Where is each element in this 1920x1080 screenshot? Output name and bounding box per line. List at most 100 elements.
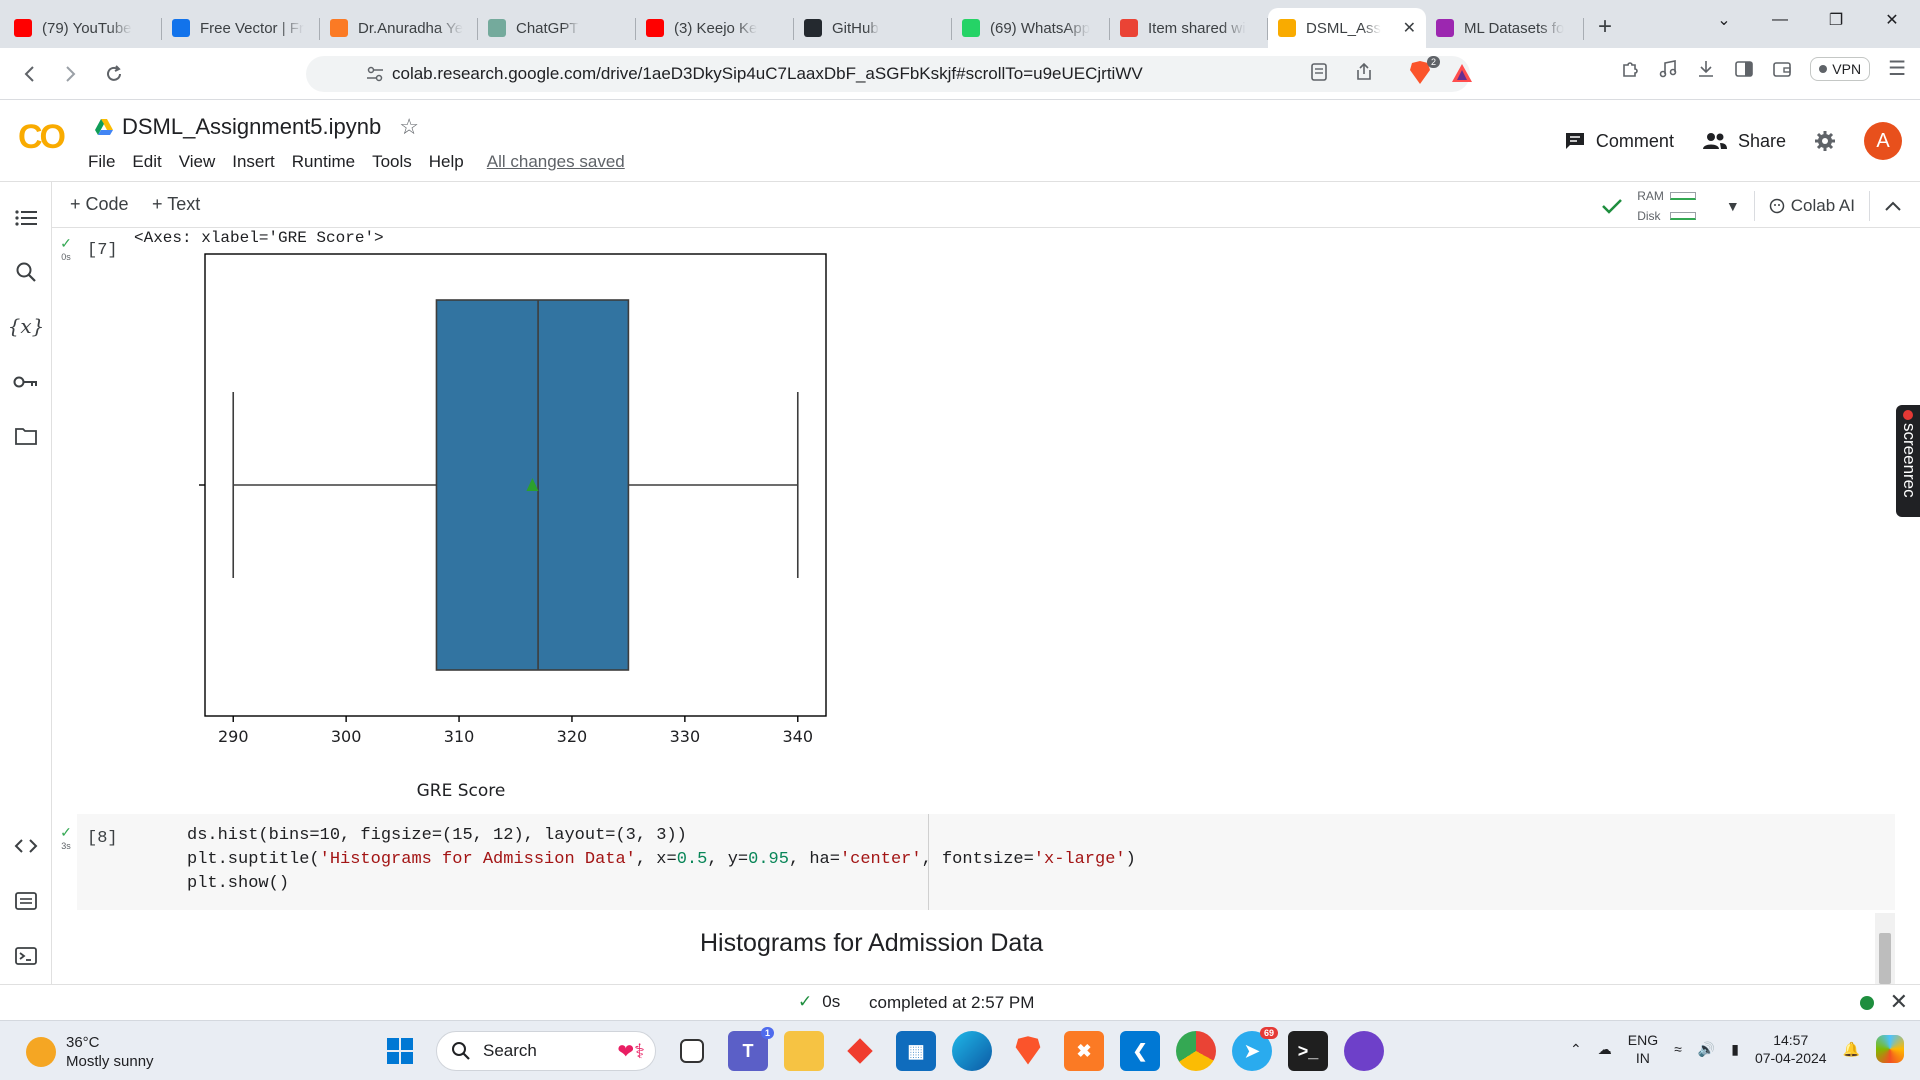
clock[interactable]: 14:57 07-04-2024 xyxy=(1755,1031,1827,1067)
brave-browser-icon[interactable] xyxy=(1008,1031,1048,1071)
browser-tab[interactable]: ML Datasets fo xyxy=(1426,8,1584,48)
cell7-status[interactable]: ✓ 0s xyxy=(56,235,76,262)
collapse-header-icon[interactable] xyxy=(1884,200,1902,212)
brave-rewards-icon[interactable] xyxy=(1450,62,1474,84)
notebook-title[interactable]: DSML_Assignment5.ipynb xyxy=(122,114,382,139)
settings-gear-icon[interactable] xyxy=(1814,130,1836,152)
execution-status[interactable]: ✓ 0s xyxy=(798,992,840,1012)
reload-icon[interactable] xyxy=(94,54,134,94)
browser-tab[interactable]: (79) YouTube xyxy=(4,8,162,48)
menu-tools[interactable]: Tools xyxy=(372,152,412,171)
sidebar-toggle-icon[interactable] xyxy=(1734,59,1754,79)
share-button[interactable]: Share xyxy=(1702,131,1786,152)
left-sidebar: {x} xyxy=(0,182,52,984)
wifi-icon[interactable]: ≈ xyxy=(1674,1041,1682,1057)
tab-search-chevron-icon[interactable]: ⌄ xyxy=(1717,12,1731,29)
xampp-icon[interactable]: ✖ xyxy=(1064,1031,1104,1071)
menu-help[interactable]: Help xyxy=(428,152,464,171)
files-folder-icon[interactable] xyxy=(12,422,40,450)
menu-edit[interactable]: Edit xyxy=(132,152,162,171)
wallet-icon[interactable] xyxy=(1772,59,1792,79)
code-cell-8[interactable]: ds.hist(bins=10, figsize=(15, 12), layou… xyxy=(77,814,1895,910)
browser-tab[interactable]: (3) Keejo Ke xyxy=(636,8,794,48)
download-icon[interactable] xyxy=(1696,59,1716,79)
table-of-contents-icon[interactable] xyxy=(12,204,40,232)
close-tab-icon[interactable]: ✕ xyxy=(1402,20,1416,37)
brave-shields-icon[interactable]: 2 xyxy=(1408,56,1440,86)
task-view-icon[interactable] xyxy=(680,1039,704,1063)
volume-icon[interactable]: 🔊 xyxy=(1697,1040,1716,1057)
telegram-icon[interactable]: ➤ 69 xyxy=(1232,1027,1278,1071)
browser-tab[interactable]: Free Vector | Fr xyxy=(162,8,320,48)
browser-tab[interactable]: ChatGPT xyxy=(478,8,636,48)
vscode-icon[interactable]: ❮ xyxy=(1120,1031,1160,1071)
screenrec-tab[interactable]: screenrec xyxy=(1896,405,1920,517)
output-scrollbar[interactable] xyxy=(1875,913,1895,984)
comment-button[interactable]: Comment xyxy=(1564,131,1674,152)
add-code-button[interactable]: + Code xyxy=(70,194,129,214)
taskbar-search[interactable]: Search ❤⚕ xyxy=(436,1031,656,1071)
add-text-button[interactable]: + Text xyxy=(152,194,201,214)
user-avatar[interactable]: A xyxy=(1864,122,1902,160)
kaggle-icon xyxy=(1436,19,1454,37)
git-icon[interactable] xyxy=(840,1031,880,1071)
forward-icon[interactable] xyxy=(50,54,90,94)
tray-overflow-icon[interactable]: ⌃ xyxy=(1570,1040,1582,1057)
google-drive-icon[interactable] xyxy=(94,118,114,136)
menu-runtime[interactable]: Runtime xyxy=(291,152,356,171)
browser-tab[interactable]: Dr.Anuradha Ye xyxy=(320,8,478,48)
restore-icon[interactable]: ❐ xyxy=(1828,12,1844,29)
menu-insert[interactable]: Insert xyxy=(232,152,275,171)
cell8-status[interactable]: ✓ 3s xyxy=(56,824,76,851)
language-indicator[interactable]: ENG IN xyxy=(1628,1031,1658,1067)
star-icon[interactable]: ☆ xyxy=(399,114,419,139)
battery-icon[interactable]: ▮ xyxy=(1731,1040,1739,1057)
output-scrollbar-thumb[interactable] xyxy=(1879,933,1891,984)
browser-tab[interactable]: GitHub xyxy=(794,8,952,48)
close-status-icon[interactable]: ✕ xyxy=(1889,989,1908,1014)
notification-bell-icon[interactable]: 🔔 xyxy=(1842,1040,1860,1057)
browser-tab[interactable]: Item shared wi xyxy=(1110,8,1268,48)
search-icon[interactable] xyxy=(12,258,40,286)
command-palette-icon[interactable] xyxy=(12,887,40,915)
browser-tab[interactable]: (69) WhatsApp xyxy=(952,8,1110,48)
resource-monitor[interactable]: RAM Disk xyxy=(1637,186,1696,226)
onedrive-off-icon[interactable]: ☁ xyxy=(1597,1040,1612,1057)
chrome-icon[interactable] xyxy=(1176,1031,1216,1071)
vpn-button[interactable]: VPN xyxy=(1810,56,1871,81)
file-explorer-icon[interactable] xyxy=(784,1031,824,1071)
share-page-icon[interactable] xyxy=(1354,62,1374,82)
extensions-icon[interactable] xyxy=(1620,59,1640,79)
terminal-app-icon[interactable]: >_ xyxy=(1288,1031,1328,1071)
edge-browser-icon[interactable] xyxy=(952,1031,992,1071)
site-settings-icon[interactable] xyxy=(366,66,384,82)
system-tray: ⌃ ☁ ENG IN ≈ 🔊 ▮ 14:57 07-04-2024 🔔 xyxy=(1570,1031,1904,1067)
weather-widget[interactable]: 36°C Mostly sunny xyxy=(26,1033,154,1071)
terminal-icon[interactable] xyxy=(12,942,40,970)
save-status-link[interactable]: All changes saved xyxy=(486,152,625,171)
microsoft-store-icon[interactable]: ▦ xyxy=(896,1031,936,1071)
variables-icon[interactable]: {x} xyxy=(7,314,45,338)
close-window-icon[interactable]: ✕ xyxy=(1885,12,1899,29)
runtime-dropdown-icon[interactable]: ▼ xyxy=(1725,198,1740,214)
secrets-key-icon[interactable] xyxy=(12,368,40,396)
tab-title: ChatGPT xyxy=(516,19,579,37)
colab-ai-button[interactable]: Colab AI xyxy=(1769,196,1855,216)
back-icon[interactable] xyxy=(10,54,50,94)
colab-logo[interactable]: CO xyxy=(18,118,66,156)
url-field[interactable]: colab.research.google.com/drive/1aeD3Dky… xyxy=(306,56,1470,92)
media-control-icon[interactable] xyxy=(1658,59,1678,79)
reader-mode-icon[interactable] xyxy=(1310,62,1328,82)
browser-menu-icon[interactable]: ☰ xyxy=(1888,58,1906,80)
menu-view[interactable]: View xyxy=(178,152,216,171)
code-snippets-icon[interactable] xyxy=(12,832,40,860)
start-windows-icon[interactable] xyxy=(380,1031,420,1071)
minimize-icon[interactable]: — xyxy=(1772,11,1788,28)
copilot-icon[interactable] xyxy=(1876,1035,1904,1063)
browser-tab[interactable]: DSML_Ass ✕ xyxy=(1268,8,1426,48)
github-desktop-icon[interactable] xyxy=(1344,1031,1384,1071)
menu-file[interactable]: File xyxy=(88,152,116,171)
new-tab-button[interactable]: + xyxy=(1598,13,1613,40)
weather-sun-icon xyxy=(26,1037,56,1067)
